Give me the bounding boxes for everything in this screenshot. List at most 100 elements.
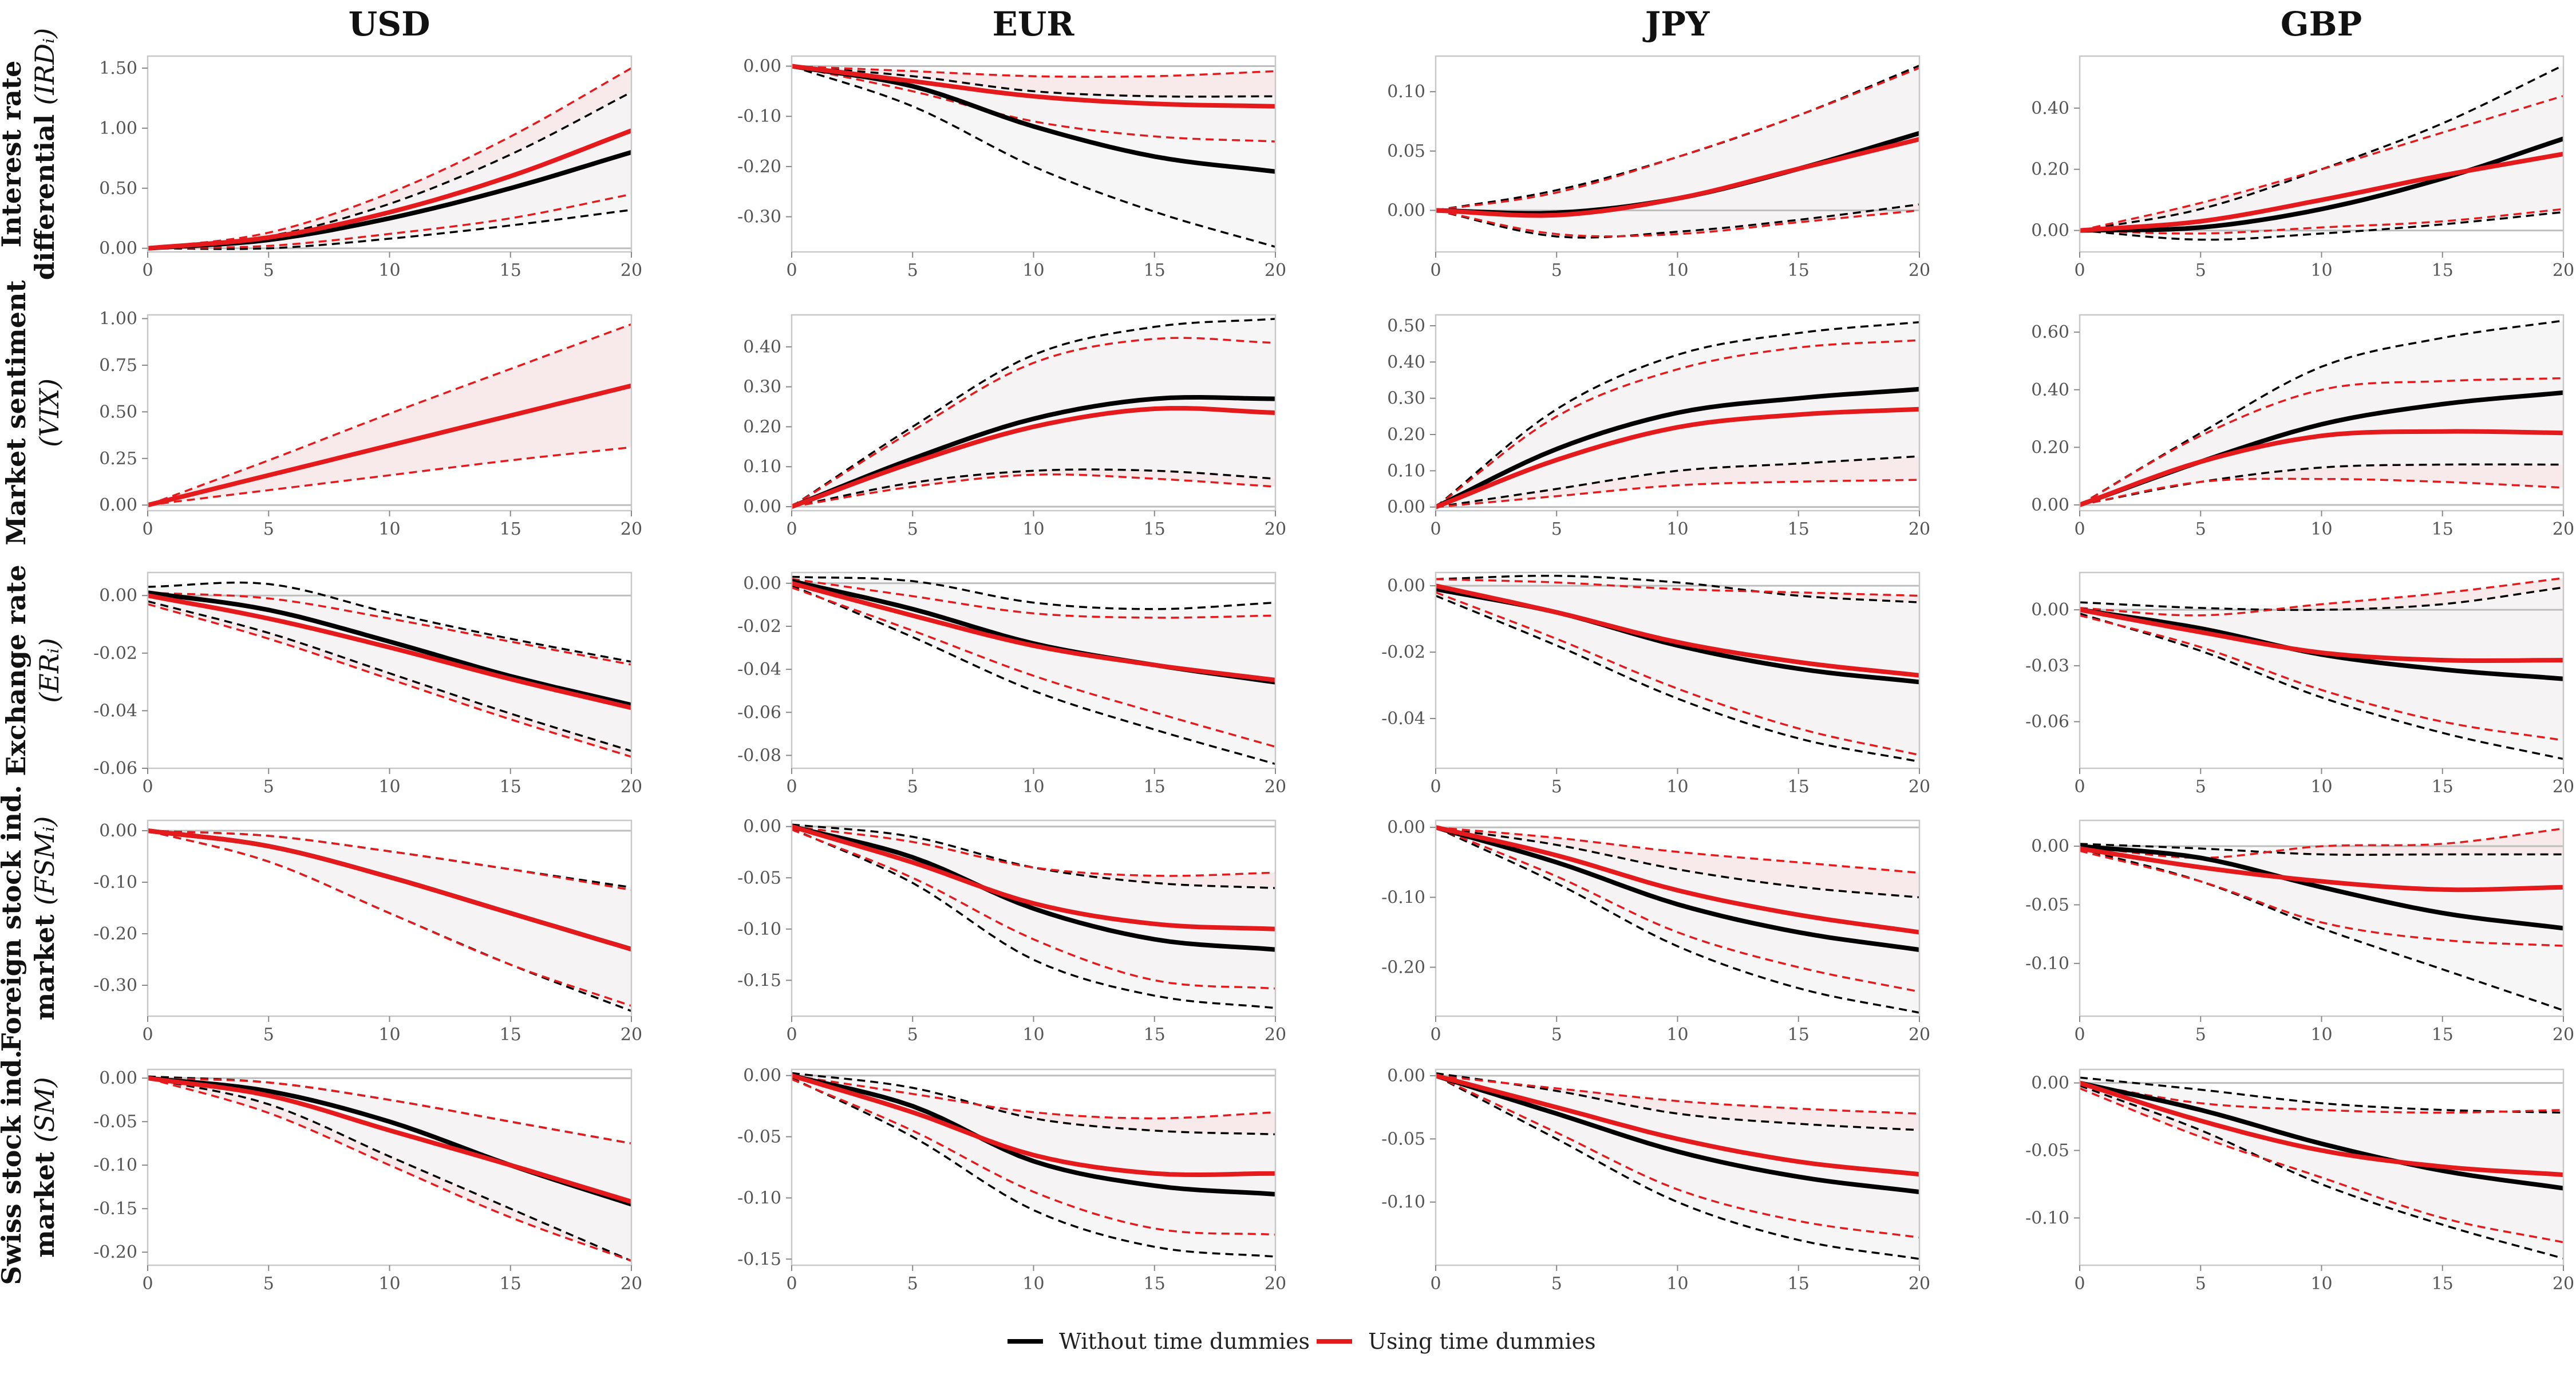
lower-bound-line — [1435, 455, 1920, 508]
row-title-line: market (FSMᵢ) — [29, 816, 60, 1021]
y-tick-label: 0.00 — [1387, 200, 1425, 220]
upper-bound-line — [147, 323, 632, 506]
lower-bound-line — [2079, 208, 2564, 235]
y-tick-label: 0.00 — [2031, 836, 2069, 856]
y-tick-label: 0.00 — [2031, 1073, 2069, 1093]
x-tick-label: 10 — [378, 519, 400, 539]
x-tick-label: 5 — [1551, 1274, 1562, 1294]
panel-r3-c2: 0.00 -0.10 -0.20 0 5 10 15 20 — [1381, 818, 1930, 1045]
y-tick-label: 0.40 — [2031, 98, 2069, 119]
upper-bound-line — [147, 67, 632, 250]
row-title-line: Exchange rate — [1, 564, 31, 776]
y-tick-label: 0.00 — [743, 817, 781, 837]
upper-bound-line — [2079, 94, 2564, 232]
upper-bound-line — [1435, 339, 1920, 508]
y-tick-label: 0.20 — [1387, 425, 1425, 445]
x-tick-label: 15 — [500, 519, 521, 539]
y-tick-label: 0.10 — [743, 457, 781, 477]
response-line — [147, 1076, 633, 1204]
y-tick-label: 0.00 — [2031, 221, 2069, 241]
upper-bound-line — [791, 318, 1276, 508]
y-tick-label: -0.02 — [737, 617, 781, 637]
x-tick-label: 15 — [2432, 260, 2453, 281]
lower-bound-line — [791, 65, 1276, 248]
y-tick-label: 0.40 — [2031, 380, 2069, 400]
y-tick-label: 0.00 — [743, 574, 781, 594]
x-tick-label: 10 — [1022, 777, 1044, 797]
response-line — [1435, 825, 1920, 952]
x-tick-label: 5 — [907, 1025, 918, 1045]
response-line — [147, 383, 632, 508]
response-line — [1435, 583, 1920, 678]
x-tick-label: 10 — [1022, 1025, 1044, 1045]
x-tick-label: 5 — [1551, 1025, 1562, 1045]
response-line — [2079, 607, 2564, 663]
response-line — [147, 593, 632, 710]
y-tick-label: 0.20 — [2031, 437, 2069, 457]
response-line — [1435, 1073, 1920, 1194]
x-tick-label: 20 — [1909, 777, 1930, 797]
y-tick-label: -0.05 — [737, 1127, 781, 1147]
x-tick-label: 0 — [142, 1274, 153, 1294]
x-tick-label: 5 — [2195, 1025, 2206, 1045]
y-tick-label: -0.15 — [737, 1249, 781, 1269]
x-tick-label: 20 — [1265, 1274, 1286, 1294]
x-tick-label: 20 — [1909, 519, 1930, 539]
x-tick-label: 20 — [2553, 519, 2574, 539]
y-tick-label: 0.40 — [743, 337, 781, 357]
x-tick-label: 5 — [907, 777, 918, 797]
y-tick-label: 1.50 — [99, 58, 137, 78]
x-tick-label: 0 — [2074, 1025, 2085, 1045]
upper-bound-line — [1435, 826, 1920, 874]
upper-bound-line — [2079, 64, 2564, 232]
panel-r2-c1: 0.00 -0.02 -0.04 -0.06 -0.080 5 10 15 20 — [737, 571, 1286, 797]
lower-bound-line — [147, 193, 632, 250]
confidence-band — [792, 577, 1275, 764]
x-tick-label: 15 — [1788, 260, 1809, 281]
lower-bound-line — [147, 208, 632, 250]
response-line — [791, 64, 1276, 109]
lower-bound-line — [1435, 209, 1920, 238]
y-tick-label: -0.05 — [1381, 1129, 1425, 1149]
x-tick-label: 10 — [1666, 1274, 1688, 1294]
upper-bound-line — [791, 65, 1276, 78]
y-tick-label: -0.20 — [93, 924, 137, 944]
x-tick-label: 0 — [786, 260, 797, 281]
response-line — [791, 1073, 1276, 1197]
x-tick-label: 5 — [263, 1025, 274, 1045]
panel-r0-c0: 0.00 0.50 1.00 1.50 0 5 10 15 20 — [99, 55, 642, 281]
lower-bound-line — [147, 446, 632, 506]
x-tick-label: 0 — [786, 519, 797, 539]
y-tick-label: 0.10 — [1387, 461, 1425, 481]
y-tick-label: -0.20 — [93, 1242, 137, 1262]
panel-r4-c3: 0.00 -0.05 -0.10 0 5 10 15 20 — [2025, 1068, 2574, 1294]
response-line — [1435, 1073, 1920, 1177]
lower-bound-line — [2079, 847, 2564, 1012]
x-tick-label: 20 — [2553, 1025, 2574, 1045]
y-tick-label: 0.05 — [1387, 141, 1425, 161]
x-tick-label: 20 — [1265, 519, 1286, 539]
y-tick-label: 0.20 — [743, 417, 781, 437]
upper-bound-line — [147, 581, 632, 663]
upper-bound-line — [2079, 577, 2564, 617]
upper-bound-line — [1435, 1075, 1920, 1115]
x-tick-label: 5 — [1551, 777, 1562, 797]
x-tick-label: 20 — [2553, 260, 2574, 281]
y-tick-label: -0.10 — [1381, 887, 1425, 907]
upper-bound-line — [147, 830, 632, 891]
x-tick-label: 0 — [1430, 777, 1441, 797]
confidence-band — [148, 831, 631, 1011]
row-title-line: differential (IRDᵢ) — [29, 28, 60, 280]
row-title-line: market (SM) — [29, 1077, 60, 1258]
panel-r2-c2: 0.00 -0.02 -0.04 0 5 10 15 20 — [1381, 571, 1930, 797]
lower-bound-line — [2079, 1084, 2564, 1260]
panel-r3-c0: 0.00 -0.10 -0.20 -0.30 0 5 10 15 20 — [93, 819, 642, 1045]
lower-bound-line — [1435, 1075, 1920, 1239]
lower-bound-line — [2079, 614, 2564, 741]
y-tick-label: 0.10 — [1387, 82, 1425, 102]
x-tick-label: 5 — [263, 777, 274, 797]
x-tick-label: 15 — [500, 1274, 521, 1294]
y-tick-label: 0.00 — [99, 495, 137, 515]
upper-bound-line — [791, 1072, 1276, 1136]
x-tick-label: 0 — [1430, 1025, 1441, 1045]
